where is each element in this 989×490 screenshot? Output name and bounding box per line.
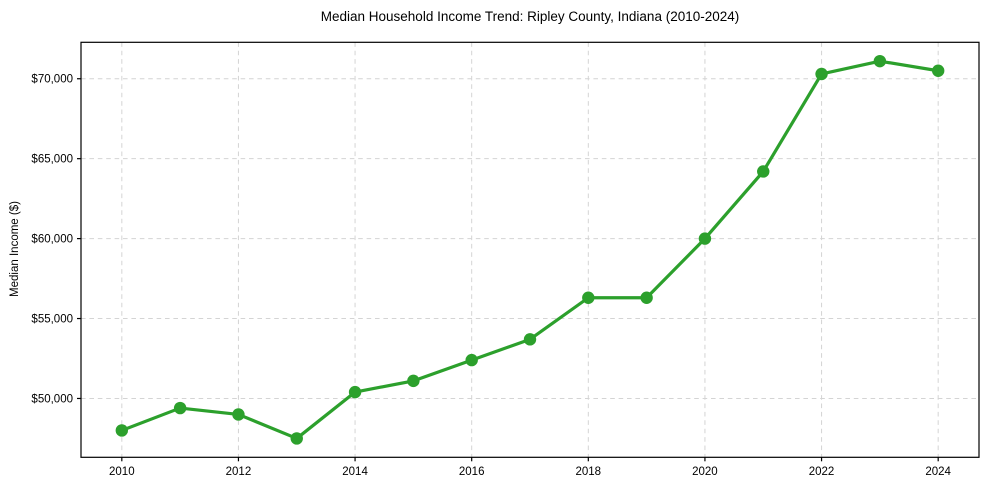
x-tick-label: 2020 bbox=[692, 466, 718, 478]
data-point-2018 bbox=[582, 291, 595, 304]
income-trend-line bbox=[120, 59, 940, 441]
data-point-2011 bbox=[173, 401, 187, 415]
y-tick-label: $70,000 bbox=[31, 74, 73, 86]
data-point-2012 bbox=[232, 408, 245, 421]
y-tick-label: $50,000 bbox=[31, 393, 73, 405]
data-point-2020 bbox=[698, 232, 712, 245]
data-point-2019 bbox=[640, 291, 653, 304]
data-point-2023 bbox=[873, 54, 887, 68]
data-point-2021 bbox=[757, 165, 770, 178]
x-tick-label: 2014 bbox=[342, 466, 368, 478]
data-point-2022 bbox=[815, 67, 828, 81]
y-tick-label: $60,000 bbox=[31, 234, 73, 246]
data-point-2017 bbox=[523, 333, 537, 346]
data-point-2014 bbox=[348, 385, 362, 399]
x-tick-label: 2022 bbox=[809, 466, 835, 478]
y-tick-label: $65,000 bbox=[31, 154, 73, 166]
y-tick-label: $55,000 bbox=[31, 314, 73, 326]
x-tick-label: 2012 bbox=[226, 466, 252, 478]
chart-title: Median Household Income Trend: Ripley Co… bbox=[320, 9, 740, 24]
plot-border bbox=[80, 41, 980, 458]
x-tick-label: 2010 bbox=[109, 466, 135, 478]
x-tick-label: 2024 bbox=[925, 466, 951, 478]
data-point-2024 bbox=[931, 64, 945, 77]
data-point-2016 bbox=[465, 353, 478, 367]
data-point-2013 bbox=[290, 432, 303, 445]
x-tick-label: 2018 bbox=[576, 466, 602, 478]
x-tick-label: 2016 bbox=[459, 466, 485, 478]
data-point-2010 bbox=[115, 424, 129, 437]
data-point-2015 bbox=[407, 374, 420, 388]
